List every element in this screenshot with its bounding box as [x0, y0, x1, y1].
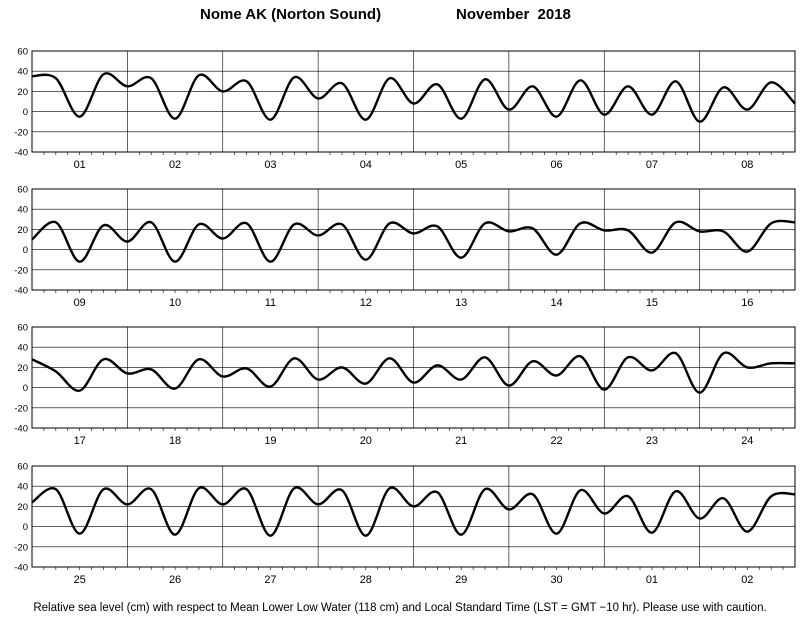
y-tick-label: -20 [14, 127, 28, 138]
y-tick-label: 0 [23, 522, 28, 533]
sea-level-line [31, 486, 796, 537]
day-label: 05 [455, 159, 467, 171]
day-label: 29 [455, 574, 467, 586]
day-label: 10 [169, 297, 181, 309]
day-label: 21 [455, 435, 467, 447]
day-label: 04 [360, 159, 372, 171]
chart-title-period: November 2018 [456, 6, 571, 23]
y-tick-label: 20 [17, 363, 28, 374]
y-tick-label: 20 [17, 225, 28, 236]
day-label: 12 [360, 297, 372, 309]
day-label: 23 [646, 435, 658, 447]
y-tick-label: -20 [14, 542, 28, 553]
sea-level-line [31, 219, 796, 263]
y-tick-label: 60 [17, 323, 28, 334]
day-label: 24 [741, 435, 753, 447]
panel-frame [31, 465, 796, 568]
day-label: 03 [264, 159, 276, 171]
day-label: 08 [741, 159, 753, 171]
day-label: 17 [74, 435, 86, 447]
day-label: 13 [455, 297, 467, 309]
day-label: 27 [264, 574, 276, 586]
day-label: 01 [646, 574, 658, 586]
y-tick-label: -20 [14, 403, 28, 414]
y-tick-label: 0 [23, 383, 28, 394]
panel-frame [31, 326, 796, 429]
day-label: 18 [169, 435, 181, 447]
y-tick-label: 20 [17, 502, 28, 513]
y-tick-label: 60 [17, 47, 28, 58]
day-label: 02 [169, 159, 181, 171]
y-tick-label: 20 [17, 87, 28, 98]
day-label: 16 [741, 297, 753, 309]
day-label: 14 [550, 297, 562, 309]
footer-note: Relative sea level (cm) with respect to … [33, 602, 767, 614]
day-label: 15 [646, 297, 658, 309]
day-label: 26 [169, 574, 181, 586]
y-tick-label: 40 [17, 482, 28, 493]
y-tick-label: -20 [14, 265, 28, 276]
day-label: 02 [741, 574, 753, 586]
y-tick-label: 60 [17, 462, 28, 473]
day-label: 22 [550, 435, 562, 447]
y-tick-label: 40 [17, 205, 28, 216]
day-label: 11 [265, 297, 276, 309]
y-tick-label: -40 [14, 424, 28, 435]
day-label: 07 [646, 159, 658, 171]
day-label: 25 [74, 574, 86, 586]
y-tick-label: -40 [14, 563, 28, 574]
sea-level-line [31, 72, 796, 123]
y-tick-label: 60 [17, 185, 28, 196]
y-tick-label: -40 [14, 148, 28, 159]
y-tick-label: -40 [14, 286, 28, 297]
day-label: 19 [264, 435, 276, 447]
day-label: 09 [74, 297, 86, 309]
y-tick-label: 40 [17, 343, 28, 354]
day-label: 28 [360, 574, 372, 586]
y-tick-label: 0 [23, 245, 28, 256]
chart-title-station: Nome AK (Norton Sound) [200, 6, 382, 23]
day-label: 20 [360, 435, 372, 447]
y-tick-label: 0 [23, 107, 28, 118]
sea-level-line [31, 351, 796, 394]
y-tick-label: 40 [17, 67, 28, 78]
panel-frame [31, 50, 796, 153]
day-label: 01 [74, 159, 86, 171]
day-label: 06 [550, 159, 562, 171]
day-label: 30 [550, 574, 562, 586]
